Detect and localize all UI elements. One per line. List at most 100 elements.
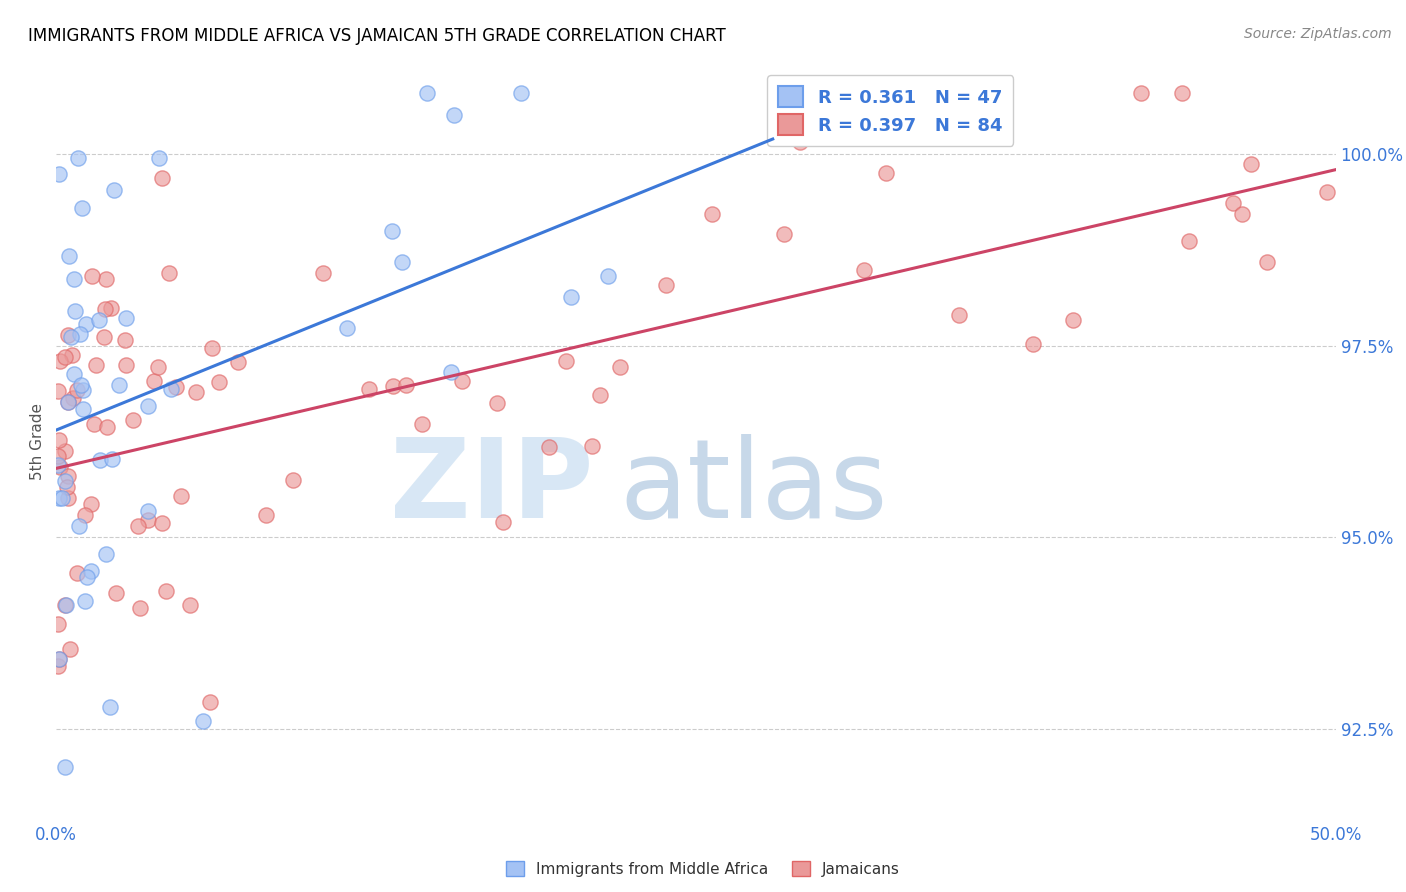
Point <box>1222 196 1244 211</box>
Point <box>416 86 439 100</box>
Point <box>56 491 79 505</box>
Point <box>80 497 103 511</box>
Point <box>56 469 79 483</box>
Text: ZIP: ZIP <box>391 434 593 541</box>
Point <box>75 317 97 331</box>
Point <box>48 434 70 448</box>
Point <box>70 202 93 216</box>
Point <box>72 402 94 417</box>
Point <box>70 378 93 392</box>
Point <box>560 289 582 303</box>
Point <box>381 224 404 238</box>
Point <box>48 450 70 464</box>
Point <box>93 330 115 344</box>
Point <box>63 304 86 318</box>
Point <box>73 508 96 523</box>
Point <box>98 700 121 714</box>
Point <box>46 659 69 673</box>
Point <box>382 378 405 392</box>
Point <box>357 383 380 397</box>
Point <box>138 399 160 413</box>
Point <box>169 488 191 502</box>
Point <box>773 227 796 242</box>
Point <box>115 358 138 372</box>
Point <box>101 451 124 466</box>
Point <box>58 249 80 263</box>
Point <box>948 308 970 322</box>
Point <box>485 396 508 410</box>
Point <box>63 367 86 381</box>
Point <box>1178 234 1201 248</box>
Point <box>312 266 335 280</box>
Point <box>62 272 84 286</box>
Text: IMMIGRANTS FROM MIDDLE AFRICA VS JAMAICAN 5TH GRADE CORRELATION CHART: IMMIGRANTS FROM MIDDLE AFRICA VS JAMAICA… <box>28 27 725 45</box>
Point <box>702 206 724 220</box>
Point <box>80 268 103 283</box>
Point <box>100 301 122 315</box>
Point <box>150 516 173 530</box>
Point <box>73 593 96 607</box>
Point <box>391 254 413 268</box>
Point <box>1230 207 1253 221</box>
Point <box>94 301 117 316</box>
Point <box>48 652 70 666</box>
Point <box>89 453 111 467</box>
Point <box>336 321 359 335</box>
Point <box>128 601 150 615</box>
Point <box>281 474 304 488</box>
Point <box>538 440 561 454</box>
Point <box>121 412 143 426</box>
Point <box>155 584 177 599</box>
Point <box>62 348 84 362</box>
Point <box>48 651 70 665</box>
Point <box>588 388 610 402</box>
Point <box>136 513 159 527</box>
Point <box>609 360 631 375</box>
Point <box>654 278 676 293</box>
Point <box>127 519 149 533</box>
Point <box>440 365 463 379</box>
Point <box>1256 255 1278 269</box>
Point <box>179 598 201 612</box>
Point <box>789 135 811 149</box>
Point <box>198 695 221 709</box>
Point <box>46 617 69 632</box>
Point <box>56 327 79 342</box>
Point <box>451 374 474 388</box>
Point <box>1240 157 1263 171</box>
Point <box>67 519 90 533</box>
Point <box>596 269 619 284</box>
Point <box>157 266 180 280</box>
Point <box>59 642 82 657</box>
Point <box>67 151 90 165</box>
Point <box>1316 185 1339 199</box>
Point <box>186 384 208 399</box>
Point <box>48 491 70 506</box>
Point <box>114 333 136 347</box>
Point <box>66 383 89 397</box>
Point <box>875 166 897 180</box>
Point <box>55 598 77 612</box>
Point <box>69 326 91 341</box>
Point <box>87 312 110 326</box>
Point <box>852 263 875 277</box>
Point <box>66 566 89 580</box>
Point <box>84 358 107 372</box>
Point <box>48 167 70 181</box>
Point <box>1129 86 1152 100</box>
Point <box>208 376 231 390</box>
Point <box>254 508 277 522</box>
Point <box>49 354 72 368</box>
Point <box>103 183 125 197</box>
Point <box>55 474 77 488</box>
Point <box>411 417 433 431</box>
Point <box>201 341 224 355</box>
Point <box>72 383 94 397</box>
Point <box>55 350 77 364</box>
Point <box>53 598 76 612</box>
Point <box>581 439 603 453</box>
Point <box>58 395 80 409</box>
Text: atlas: atlas <box>619 434 887 541</box>
Point <box>53 760 76 774</box>
Point <box>46 458 69 472</box>
